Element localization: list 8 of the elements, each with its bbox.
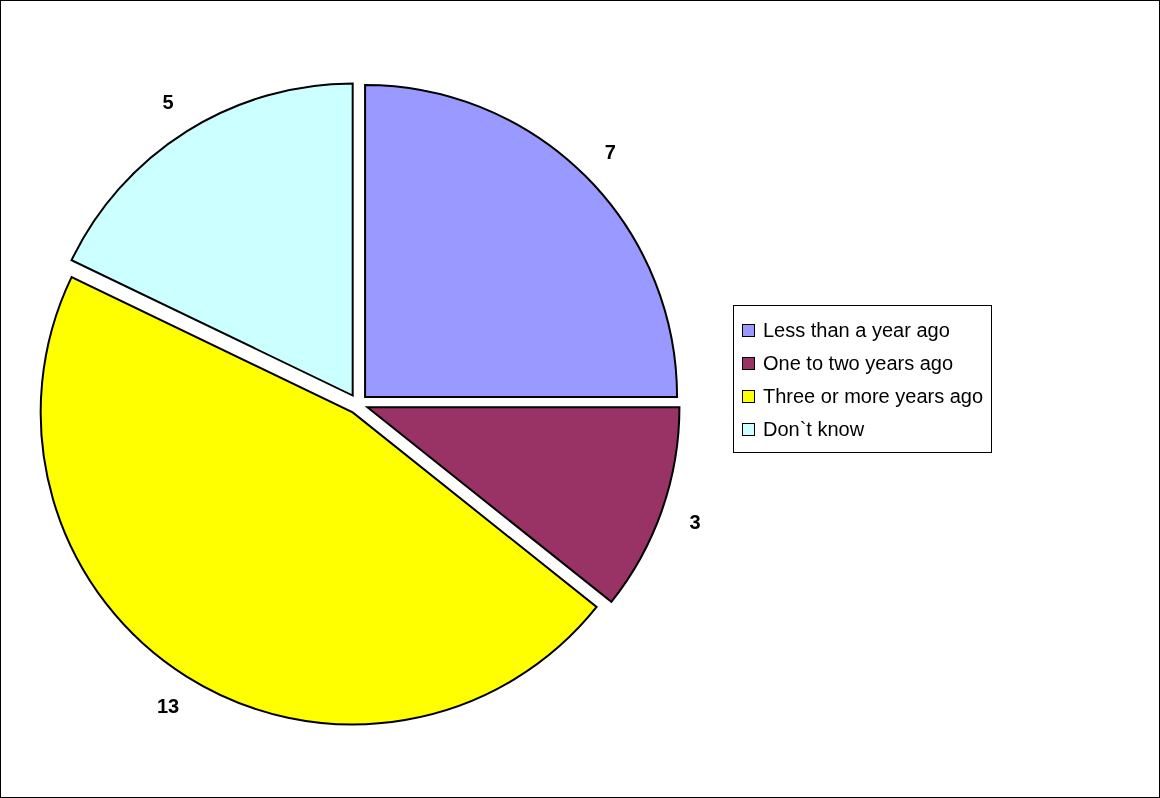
- data-label: 3: [689, 510, 701, 533]
- legend-label: Three or more years ago: [763, 385, 984, 408]
- legend-label: One to two years ago: [763, 352, 954, 375]
- data-label: 5: [162, 90, 174, 113]
- data-label: 7: [604, 140, 616, 163]
- legend-label: Don`t know: [763, 418, 865, 441]
- data-label: 13: [156, 695, 180, 718]
- legend-label: Less than a year ago: [763, 319, 950, 342]
